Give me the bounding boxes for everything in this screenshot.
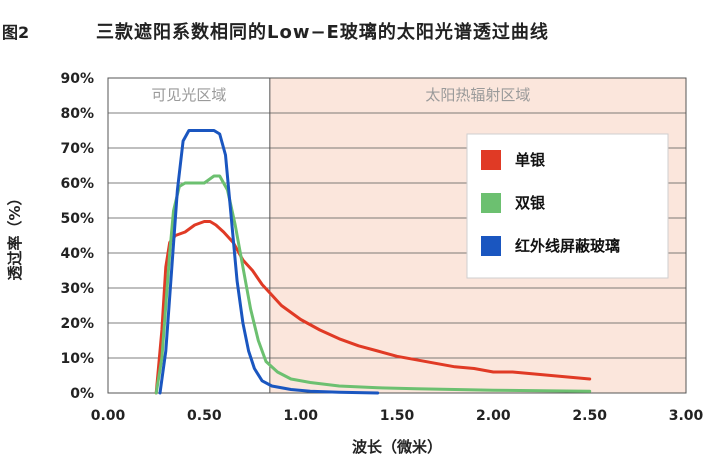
y-tick-label: 20% bbox=[60, 316, 94, 332]
legend-label-1: 双银 bbox=[515, 194, 546, 212]
chart-title: 三款遮阳系数相同的Low−E玻璃的太阳光谱透过曲线 bbox=[96, 22, 549, 43]
y-axis-label: 透过率（%） bbox=[6, 190, 24, 280]
series-line-2 bbox=[158, 129, 380, 395]
y-tick-label: 10% bbox=[60, 351, 94, 367]
x-tick-label: 2.50 bbox=[572, 408, 607, 424]
figure-label: 图2 bbox=[2, 23, 30, 42]
series-layer bbox=[154, 129, 592, 395]
series-line-0 bbox=[154, 220, 592, 395]
y-ticks: 0% 10% 20% 30% 40% 50% 60% 70% 80% 90% bbox=[60, 71, 94, 402]
x-tick-label: 0.00 bbox=[91, 408, 126, 424]
plot-frame bbox=[107, 77, 687, 394]
y-tick-label: 50% bbox=[60, 211, 94, 227]
x-tick-label: 1.50 bbox=[380, 408, 415, 424]
region-0 bbox=[108, 78, 270, 393]
legend-label-2: 红外线屏蔽玻璃 bbox=[515, 237, 620, 255]
legend-label-0: 单银 bbox=[515, 151, 546, 169]
legend-swatch-2 bbox=[481, 236, 501, 256]
y-tick-label: 80% bbox=[60, 106, 94, 122]
legend-swatch-1 bbox=[481, 193, 501, 213]
y-tick-label: 60% bbox=[60, 176, 94, 192]
x-tick-label: 0.50 bbox=[187, 408, 222, 424]
y-tick-label: 40% bbox=[60, 246, 94, 262]
region-label-0: 可见光区域 bbox=[151, 86, 226, 104]
x-tick-label: 1.00 bbox=[283, 408, 318, 424]
y-tick-label: 90% bbox=[60, 71, 94, 87]
x-ticks: 0.00 0.50 1.00 1.50 2.00 2.50 3.00 bbox=[91, 408, 704, 424]
legend-swatch-0 bbox=[481, 150, 501, 170]
region-label-1: 太阳热辐射区域 bbox=[425, 86, 530, 104]
y-tick-label: 30% bbox=[60, 281, 94, 297]
x-axis-label: 波长（微米） bbox=[352, 438, 442, 456]
y-tick-label: 70% bbox=[60, 141, 94, 157]
x-tick-label: 3.00 bbox=[669, 408, 704, 424]
y-tick-label: 0% bbox=[70, 386, 94, 402]
x-tick-label: 2.00 bbox=[476, 408, 511, 424]
